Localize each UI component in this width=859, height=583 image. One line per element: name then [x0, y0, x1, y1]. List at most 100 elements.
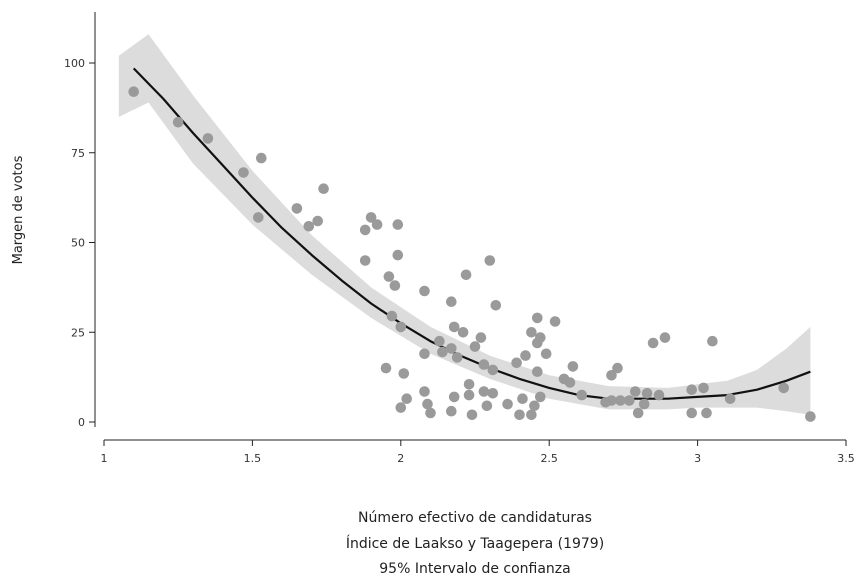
y-tick-label: 25: [71, 326, 85, 339]
data-point: [446, 296, 457, 308]
data-point: [478, 359, 490, 370]
data-point: [481, 400, 493, 412]
data-point: [448, 321, 460, 333]
data-point: [448, 391, 460, 403]
data-point: [202, 133, 214, 144]
data-point: [487, 388, 499, 399]
data-point: [466, 409, 478, 421]
data-point: [526, 327, 537, 338]
data-point: [398, 368, 410, 379]
data-point: [540, 348, 552, 360]
data-point: [535, 332, 546, 343]
data-point: [446, 343, 457, 354]
data-point: [511, 357, 522, 369]
data-point: [532, 312, 543, 324]
data-point: [659, 332, 671, 343]
data-point: [564, 377, 576, 388]
data-point: [389, 280, 401, 291]
data-point: [434, 335, 445, 347]
data-point: [380, 362, 392, 374]
data-point: [238, 167, 249, 178]
y-tick-label: 75: [71, 147, 85, 160]
x-tick-label: 1.5: [244, 452, 262, 465]
x-tick-label: 1: [101, 452, 108, 465]
data-point: [638, 398, 650, 410]
data-point: [502, 398, 513, 410]
x-axis-title-line-3: 95% Intervalo de confianza: [379, 561, 571, 577]
data-point: [255, 152, 267, 164]
data-point: [526, 409, 537, 421]
data-point: [647, 337, 659, 349]
data-point: [478, 386, 490, 397]
data-point: [707, 335, 718, 347]
data-point: [419, 386, 430, 397]
y-axis-title: Margen de votos: [11, 155, 26, 264]
data-point: [463, 389, 475, 401]
data-points: [128, 86, 816, 422]
data-point: [172, 116, 184, 128]
data-point: [632, 407, 644, 419]
data-point: [463, 379, 475, 390]
y-axis-ticks: 0 25 50 75 100: [64, 57, 95, 429]
data-point: [641, 388, 653, 399]
data-point: [383, 271, 395, 282]
x-axis-title-line-1: Número efectivo de candidaturas: [358, 510, 592, 526]
data-point: [606, 370, 617, 381]
y-tick-label: 0: [78, 416, 85, 429]
data-point: [549, 316, 561, 327]
data-point: [422, 398, 433, 410]
data-point: [451, 352, 463, 363]
data-point: [457, 327, 469, 338]
data-point: [724, 393, 736, 405]
x-axis-title-line-2: Índice de Laakso y Taagepera (1979): [345, 536, 605, 552]
data-point: [517, 393, 528, 405]
data-point: [475, 332, 487, 343]
x-axis-ticks: 1 1.5 2 2.5 3 3.5: [101, 440, 855, 465]
data-point: [514, 409, 525, 421]
confidence-interval-band: [118, 34, 811, 415]
data-point: [778, 382, 789, 394]
data-point: [395, 321, 407, 333]
fitted-curve: [132, 67, 811, 400]
data-point: [419, 285, 430, 297]
data-point: [371, 219, 383, 230]
data-point: [576, 389, 588, 401]
data-point: [532, 366, 543, 378]
data-point: [425, 407, 436, 419]
data-point: [653, 389, 665, 401]
data-point: [312, 215, 324, 227]
data-point: [686, 407, 697, 419]
data-point: [535, 391, 546, 403]
data-point: [392, 219, 404, 230]
data-point: [392, 249, 404, 261]
data-point: [437, 346, 448, 358]
data-point: [615, 395, 626, 406]
data-point: [520, 350, 531, 361]
data-point: [303, 221, 315, 232]
x-tick-label: 2.5: [540, 452, 558, 465]
data-point: [252, 212, 264, 223]
y-tick-label: 50: [71, 237, 85, 250]
data-point: [630, 386, 641, 397]
x-tick-label: 3: [694, 452, 701, 465]
data-point: [365, 212, 377, 223]
data-point: [484, 255, 496, 266]
data-point: [624, 395, 635, 406]
data-point: [359, 224, 371, 236]
data-point: [529, 400, 540, 412]
data-point: [386, 310, 398, 322]
data-point: [805, 411, 816, 422]
data-point: [686, 384, 697, 396]
data-point: [419, 348, 430, 360]
data-point: [359, 255, 371, 266]
data-point: [612, 362, 623, 374]
data-point: [490, 300, 502, 311]
data-point: [446, 405, 457, 417]
data-point: [487, 364, 499, 376]
data-point: [318, 183, 329, 194]
data-point: [395, 402, 407, 413]
data-point: [698, 382, 709, 394]
data-point: [401, 393, 413, 405]
data-point: [291, 203, 303, 214]
